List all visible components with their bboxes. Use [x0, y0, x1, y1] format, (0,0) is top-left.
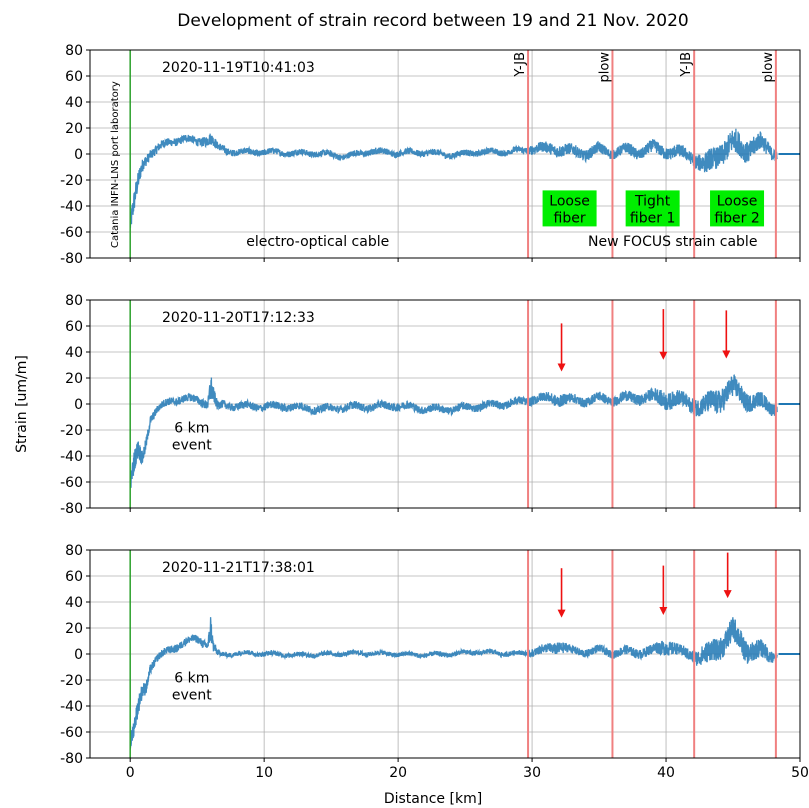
figure-title: Development of strain record between 19 …: [177, 11, 688, 31]
y-tick-label: 80: [65, 293, 83, 309]
panel-1: -80 -60 -40 -20 0 20 40 60 80 2020-11-19T10:41:03…: [60, 43, 801, 267]
y-tick-label: 60: [65, 69, 83, 85]
x-tick-label: 20: [389, 765, 407, 781]
arrow-head: [659, 351, 668, 360]
x-tick-label: 30: [523, 765, 541, 781]
y-tick-label: -20: [60, 423, 83, 439]
event-label: 6 km: [174, 671, 209, 687]
x-axis-label: Distance [km]: [384, 791, 482, 807]
arrow-head: [557, 609, 566, 618]
y-tick-label: -40: [60, 199, 83, 215]
y-tick-label: 40: [65, 595, 83, 611]
y-tick-label: 40: [65, 345, 83, 361]
arrow-head: [723, 590, 732, 599]
y-tick-label: -40: [60, 699, 83, 715]
marker-label: plow: [597, 52, 612, 83]
y-tick-label: 80: [65, 543, 83, 559]
y-tick-label: 20: [65, 371, 83, 387]
x-tick-label: 50: [791, 765, 809, 781]
x-tick-label: 0: [126, 765, 135, 781]
segment-label: New FOCUS strain cable: [588, 234, 757, 250]
y-tick-label: 20: [65, 621, 83, 637]
y-tick-label: 60: [65, 319, 83, 335]
timestamp-label: 2020-11-19T10:41:03: [162, 60, 315, 76]
y-tick-label: 40: [65, 95, 83, 111]
marker-label: Y-JB: [679, 52, 694, 78]
y-tick-label: -60: [60, 225, 83, 241]
x-tick-label: 40: [657, 765, 675, 781]
fiber-label-text: Tight: [634, 193, 671, 209]
panel-3: -80 -60 -40 -20 0 20 40 60 80 0 10 20 30 40 50 2020-11-…: [60, 543, 809, 781]
lab-label: Catania INFN-LNS port laboratory: [110, 81, 121, 248]
timestamp-label: 2020-11-21T17:38:01: [162, 560, 315, 576]
fiber-label-text: fiber: [554, 210, 586, 226]
y-tick-label: 20: [65, 121, 83, 137]
y-tick-label: -20: [60, 173, 83, 189]
y-tick-label: 0: [74, 397, 83, 413]
y-tick-label: -80: [60, 501, 83, 517]
strain-trace-3: [129, 617, 778, 749]
panels: -80 -60 -40 -20 0 20 40 60 80 2020-11-19T10:41:03…: [60, 43, 809, 781]
event-label: 6 km: [174, 421, 209, 437]
arrow-head: [659, 607, 668, 615]
y-tick-label: -60: [60, 475, 83, 491]
marker-label: plow: [761, 52, 776, 83]
y-tick-label: -80: [60, 251, 83, 267]
strain-trace-1: [129, 128, 778, 228]
y-tick-label: -40: [60, 449, 83, 465]
y-tick-label: 0: [74, 147, 83, 163]
fiber-label-box: [710, 190, 765, 227]
fiber-label-text: Loose: [549, 193, 590, 209]
fiber-label-text: fiber 1: [630, 210, 675, 226]
segment-label: electro-optical cable: [246, 234, 389, 250]
fiber-label-text: Loose: [717, 193, 758, 209]
y-tick-label: 80: [65, 43, 83, 59]
timestamp-label: 2020-11-20T17:12:33: [162, 310, 315, 326]
marker-label: Y-JB: [513, 52, 528, 78]
y-tick-label: 0: [74, 647, 83, 663]
arrow-head: [722, 350, 731, 359]
y-tick-label: 60: [65, 569, 83, 585]
event-label: event: [172, 688, 212, 704]
y-tick-label: -80: [60, 751, 83, 767]
strain-trace-2: [129, 374, 778, 488]
x-tick-label: 10: [255, 765, 273, 781]
y-axis-label: Strain [um/m]: [14, 355, 30, 453]
panel-2: -80 -60 -40 -20 0 20 40 60 80 2020-11-20T17:12:33…: [60, 293, 801, 517]
fiber-label-text: fiber 2: [714, 210, 759, 226]
y-tick-label: -20: [60, 673, 83, 689]
arrow-head: [557, 363, 566, 372]
fiber-label-box: [625, 190, 680, 227]
y-tick-label: -60: [60, 725, 83, 741]
fiber-label-box: [542, 190, 597, 227]
event-label: event: [172, 438, 212, 454]
